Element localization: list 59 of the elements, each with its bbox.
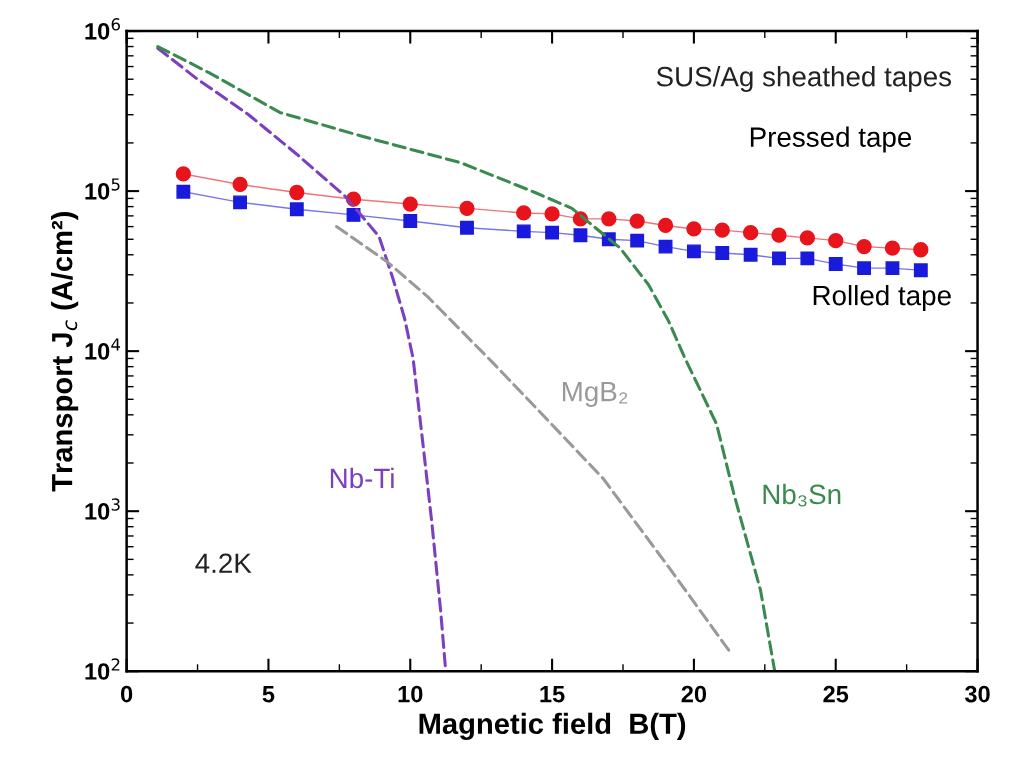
x-tick-label: 5 bbox=[262, 686, 275, 703]
point bbox=[289, 202, 304, 217]
point bbox=[657, 217, 674, 234]
x-tick-label: 25 bbox=[823, 685, 849, 703]
y-tick-label: 10$^{5}$ bbox=[85, 178, 120, 200]
point bbox=[176, 184, 191, 199]
point bbox=[544, 206, 560, 222]
annotation: SUS/Ag sheathed tapes bbox=[656, 66, 952, 92]
point bbox=[658, 239, 673, 254]
series-label: Nb₃Sn bbox=[763, 483, 841, 507]
point bbox=[913, 263, 928, 278]
point bbox=[545, 225, 560, 240]
series-label: MgB₂ bbox=[562, 382, 628, 407]
annotation: 4.2K bbox=[195, 553, 252, 573]
x-tick-label: 0 bbox=[120, 685, 133, 703]
point bbox=[233, 195, 248, 210]
point bbox=[715, 246, 730, 261]
x-axis-title: Magnetic field B(T) bbox=[419, 712, 686, 741]
point bbox=[800, 251, 815, 266]
point bbox=[799, 230, 816, 246]
point bbox=[686, 244, 701, 259]
point bbox=[714, 222, 730, 238]
series-label: Rolled tape bbox=[813, 284, 951, 311]
point bbox=[828, 257, 843, 272]
series-label: Nb-Ti bbox=[330, 467, 394, 489]
point bbox=[459, 200, 475, 216]
point bbox=[403, 214, 418, 228]
point bbox=[601, 211, 617, 227]
point bbox=[460, 220, 474, 235]
text: Pressed tape bbox=[750, 126, 912, 153]
y-tick-label: 10$^{4}$ bbox=[85, 338, 121, 360]
y-tick-label: 10$^{6}$ bbox=[85, 18, 120, 40]
point bbox=[913, 242, 929, 258]
point bbox=[771, 227, 787, 243]
point bbox=[743, 247, 758, 262]
point bbox=[516, 205, 532, 221]
x-tick-label: 20 bbox=[681, 685, 707, 703]
point bbox=[885, 261, 900, 276]
point bbox=[232, 176, 248, 193]
point bbox=[573, 228, 588, 243]
x-tick-label: 30 bbox=[964, 685, 990, 703]
point bbox=[742, 225, 759, 241]
point bbox=[630, 233, 645, 248]
y-tick-label: 10$^{3}$ bbox=[85, 498, 120, 520]
point bbox=[856, 238, 872, 255]
point bbox=[828, 233, 844, 249]
x-tick-label: 10 bbox=[398, 685, 423, 703]
y-axis-title: Transport J$_{c}$ (A/cm²) bbox=[51, 212, 79, 492]
point bbox=[516, 224, 531, 239]
point bbox=[289, 184, 305, 201]
x-tick-label: 15 bbox=[540, 686, 565, 703]
point bbox=[857, 261, 872, 276]
point bbox=[686, 221, 702, 237]
y-tick-label: 10$^{2}$ bbox=[85, 658, 120, 680]
point bbox=[402, 196, 418, 212]
point bbox=[175, 166, 191, 182]
point bbox=[772, 251, 786, 266]
point bbox=[629, 213, 645, 229]
point bbox=[884, 240, 901, 256]
